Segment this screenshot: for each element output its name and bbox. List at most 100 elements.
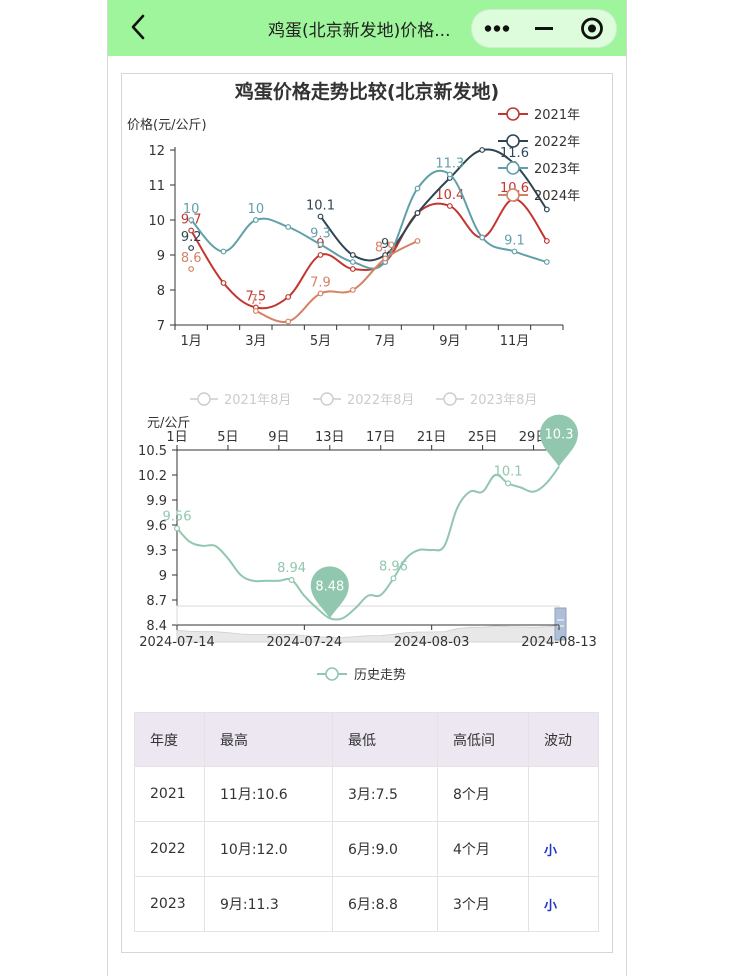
phone-frame: 鸡蛋(北京新发地)价格... 鸡蛋价格走势比较(北京新发地) 价格(元/公斤) 7 8…	[107, 0, 627, 976]
y-tick-label: 9	[157, 249, 165, 264]
compare-legend-item[interactable]: 2023年8月	[436, 392, 537, 408]
pin-shape	[540, 414, 578, 467]
data-point	[317, 213, 324, 220]
data-point	[285, 318, 292, 325]
compare-legend-item[interactable]: 2022年8月	[313, 392, 414, 408]
data-point	[543, 259, 550, 265]
data-label: 11.6	[500, 146, 529, 161]
compare-legend-item[interactable]: 2021年8月	[190, 392, 291, 408]
cell-volatility: 小	[528, 876, 599, 932]
data-point	[349, 259, 356, 265]
cell-min: 6月:9.0	[332, 821, 438, 877]
data-label: 8.96	[379, 559, 408, 574]
more-icon[interactable]	[472, 10, 520, 47]
data-point	[382, 255, 389, 262]
minimize-icon[interactable]	[520, 10, 568, 47]
legend-item-2021年[interactable]: 2021年	[498, 107, 580, 123]
cell-min: 3月:7.5	[332, 766, 438, 822]
header-min: 最低	[332, 712, 438, 767]
legend-item-2024年[interactable]: 2024年	[498, 188, 580, 204]
legend-item-history[interactable]: 历史走势	[317, 667, 406, 683]
data-label: 8.6	[181, 251, 202, 266]
data-point	[349, 266, 356, 272]
data-label: 8.9	[375, 241, 396, 256]
legend-label: 2022年8月	[347, 393, 414, 408]
data-point	[317, 290, 324, 297]
price-comparison-chart: 鸡蛋价格走势比较(北京新发地) 价格(元/公斤) 7 8 9 10 11 12 1月 3月 5月 7月…	[127, 80, 580, 349]
cell-gap: 4个月	[437, 821, 529, 877]
min-pin[interactable]: 8.48	[310, 566, 349, 619]
data-label: 8.94	[277, 561, 306, 576]
legend-label: 2021年	[534, 108, 580, 123]
cell-gap: 8个月	[437, 766, 529, 822]
header-gap: 高低间	[437, 712, 529, 767]
data-point	[479, 147, 486, 153]
data-point	[288, 577, 295, 584]
data-label: 7.5	[245, 290, 266, 305]
cell-volatility	[528, 766, 599, 822]
history-line	[176, 466, 560, 621]
legend-item-2022年[interactable]: 2022年	[498, 134, 580, 150]
data-label: 9.2	[181, 230, 202, 245]
data-point	[414, 210, 421, 216]
data-point	[188, 227, 195, 234]
volatility-link[interactable]: 小	[544, 843, 558, 859]
cell-max: 11月:10.6	[204, 766, 333, 822]
cell-volatility: 小	[528, 821, 599, 877]
close-target-icon[interactable]	[568, 10, 616, 47]
data-point	[252, 308, 259, 314]
data-label: 10.1	[306, 199, 335, 214]
back-icon[interactable]	[122, 10, 156, 44]
pin-label: 10.3	[545, 428, 574, 443]
legend-marker	[506, 188, 520, 202]
data-point	[317, 241, 324, 248]
data-label: 10	[248, 202, 265, 217]
y-tick-label: 9	[159, 569, 167, 584]
series-line-2024年	[255, 240, 418, 324]
data-point	[479, 234, 486, 241]
navbar: 鸡蛋(北京新发地)价格...	[108, 0, 626, 56]
data-point	[188, 217, 195, 223]
x-tick-label: 11月	[500, 334, 530, 349]
table-row: 2023 9月:11.3 6月:8.8 3个月 小	[134, 876, 599, 932]
data-label: 7.	[250, 293, 262, 308]
header-year: 年度	[134, 712, 205, 767]
zoom-slider-handle[interactable]	[554, 607, 567, 641]
data-point	[252, 217, 259, 223]
data-label: 10	[183, 202, 200, 217]
top-tick-label: 1日	[166, 430, 187, 445]
data-point	[285, 294, 292, 300]
y-tick-label: 10.2	[138, 469, 167, 484]
legend-label: 2023年	[534, 162, 580, 177]
cell-max: 10月:12.0	[204, 821, 333, 877]
mini-program-capsule	[471, 9, 617, 48]
table-header-row: 年度 最高 最低 高低间 波动	[134, 712, 599, 767]
chart-title: 鸡蛋价格走势比较(北京新发地)	[234, 80, 499, 103]
data-label: 7.9	[310, 276, 331, 291]
data-point	[414, 238, 421, 244]
legend-marker	[320, 392, 334, 406]
top-tick-label: 13日	[315, 430, 345, 445]
header-max: 最高	[204, 712, 333, 767]
volatility-link[interactable]: 小	[544, 898, 558, 914]
top-tick-label: 21日	[417, 430, 447, 445]
data-point	[414, 185, 421, 192]
data-label: 9.1	[504, 234, 525, 249]
content-card: 鸡蛋价格走势比较(北京新发地) 价格(元/公斤) 7 8 9 10 11 12 1月 3月 5月 7月…	[121, 73, 613, 953]
data-point	[349, 252, 356, 258]
cell-max: 9月:11.3	[204, 876, 333, 932]
data-point	[317, 252, 324, 258]
data-point	[446, 171, 453, 178]
top-tick-label: 25日	[468, 430, 498, 445]
legend-label: 2021年8月	[224, 393, 291, 408]
legend-marker	[325, 667, 339, 681]
legend-marker	[506, 134, 520, 148]
data-label: 11.3	[435, 157, 464, 172]
data-point	[220, 248, 227, 255]
legend-item-2023年[interactable]: 2023年	[498, 161, 580, 177]
y-tick-label: 12	[148, 144, 165, 159]
pin-shape	[310, 566, 349, 619]
x-tick-label: 1月	[181, 334, 202, 349]
x-tick-label: 9月	[439, 334, 460, 349]
max-pin[interactable]: 10.3	[540, 414, 578, 467]
